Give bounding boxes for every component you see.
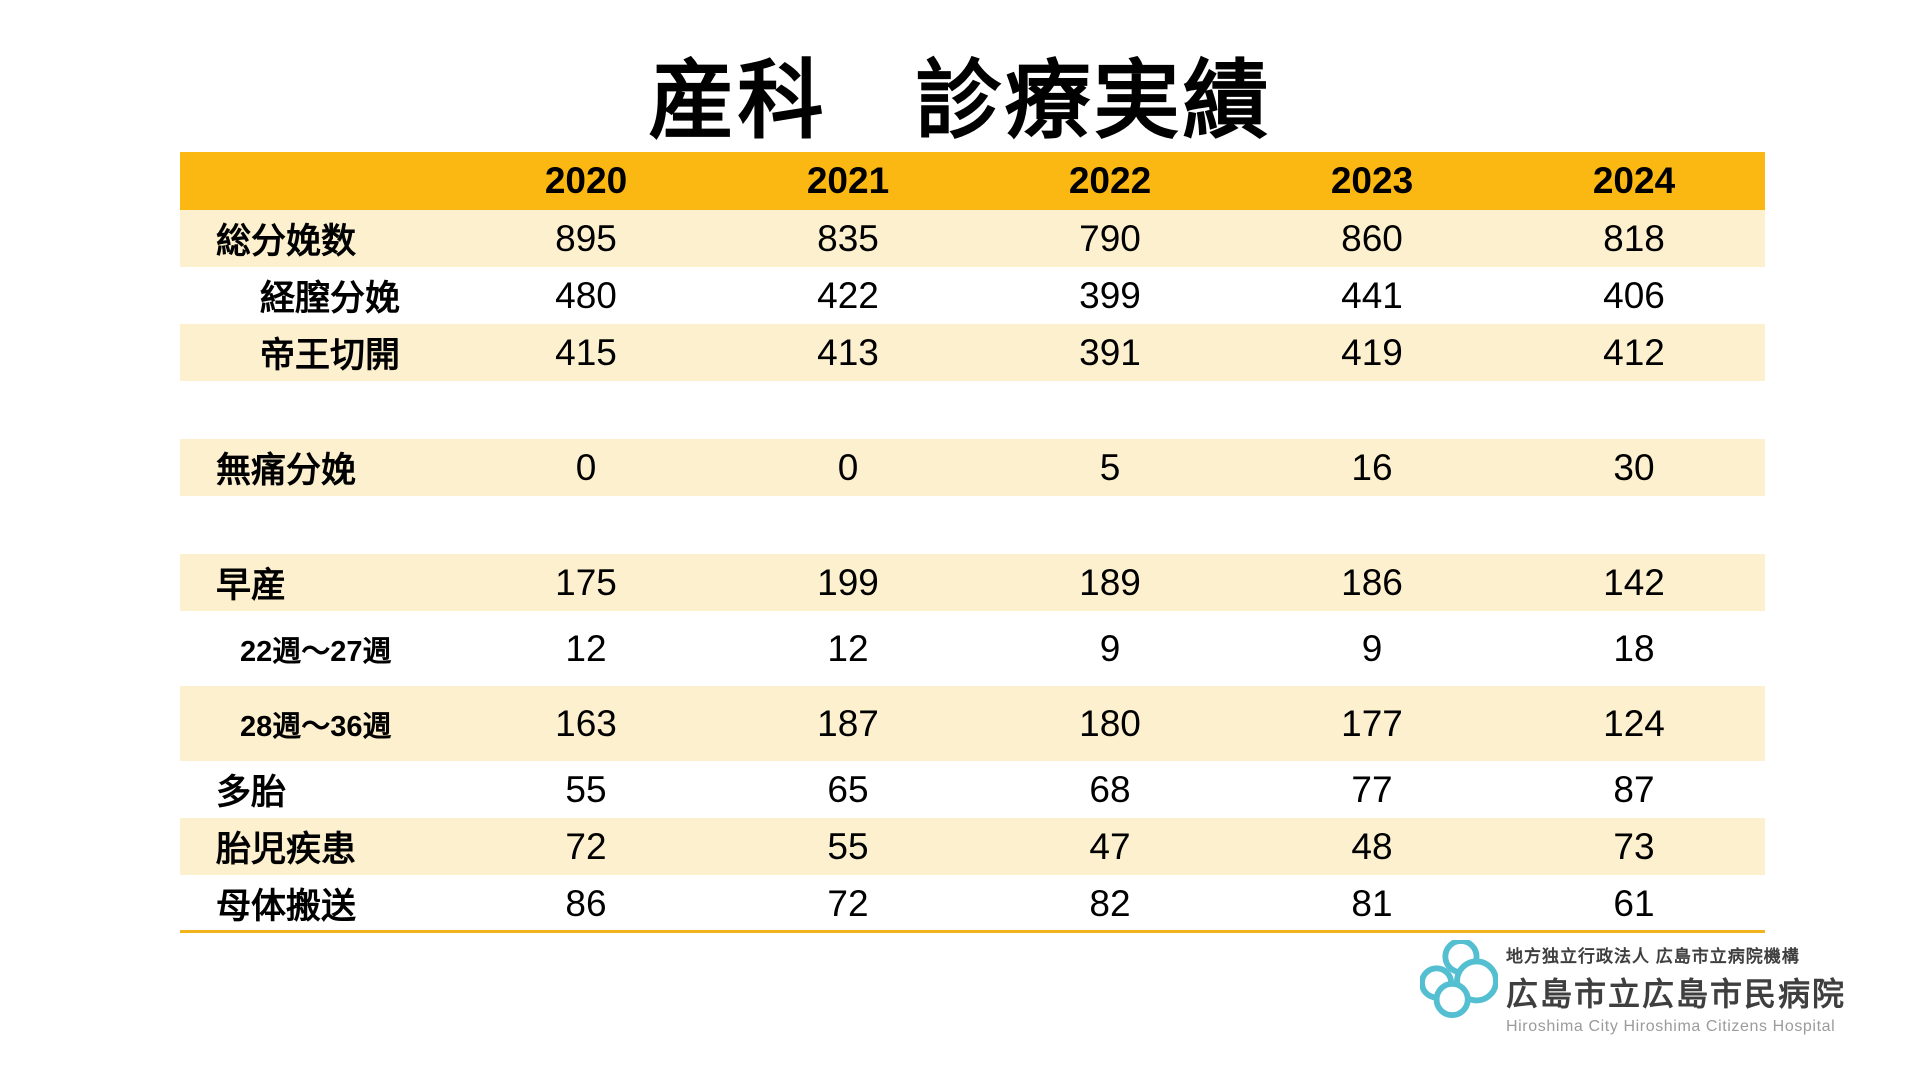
row-label: 無痛分娩 <box>216 451 357 490</box>
cell-value: 142 <box>1603 561 1665 603</box>
cell-value: 441 <box>1341 274 1403 316</box>
cell-value: 163 <box>555 702 617 744</box>
table-bottom-rule <box>180 930 1765 933</box>
cell-value: 180 <box>1079 702 1141 744</box>
row-label: 母体搬送 <box>216 887 357 926</box>
table-row: 経膣分娩 480 422 399 441 406 <box>180 267 1765 324</box>
row-label: 総分娩数 <box>216 222 357 261</box>
cell-value: 0 <box>575 446 597 488</box>
table-spacer-row <box>180 381 1765 439</box>
table-row: 早産 175 199 189 186 142 <box>180 554 1765 611</box>
table-row: 無痛分娩 0 0 5 16 30 <box>180 439 1765 496</box>
table-row: 母体搬送 86 72 82 81 61 <box>180 875 1765 932</box>
year-header: 2020 <box>544 160 628 201</box>
cell-value: 9 <box>1099 627 1121 669</box>
cell-value: 187 <box>817 702 879 744</box>
year-header: 2021 <box>806 160 890 201</box>
cell-value: 419 <box>1341 331 1403 373</box>
cell-value: 399 <box>1079 274 1141 316</box>
row-label: 胎児疾患 <box>216 830 357 869</box>
cell-value: 5 <box>1099 446 1121 488</box>
logo-hospital-name-en: Hiroshima City Hiroshima Citizens Hospit… <box>1506 1018 1836 1035</box>
cell-value: 818 <box>1603 217 1665 259</box>
cell-value: 189 <box>1079 561 1141 603</box>
cell-value: 72 <box>565 825 607 867</box>
cell-value: 835 <box>817 217 879 259</box>
hospital-logo-text: 地方独立行政法人 広島市立病院機構 広島市立広島市民病院 Hiroshima C… <box>1506 940 1846 1036</box>
cell-value: 87 <box>1613 768 1655 810</box>
cell-value: 12 <box>827 627 869 669</box>
table-row: 胎児疾患 72 55 47 48 73 <box>180 818 1765 875</box>
cell-value: 55 <box>827 825 869 867</box>
row-label: 経膣分娩 <box>260 279 401 318</box>
cell-value: 86 <box>565 882 607 924</box>
cell-value: 415 <box>555 331 617 373</box>
cell-value: 65 <box>827 768 869 810</box>
cell-value: 422 <box>817 274 879 316</box>
cell-value: 406 <box>1603 274 1665 316</box>
cell-value: 55 <box>565 768 607 810</box>
cell-value: 175 <box>555 561 617 603</box>
row-label: 多胎 <box>216 773 287 812</box>
logo-org-text: 地方独立行政法人 広島市立病院機構 <box>1506 947 1800 966</box>
table-header-row: 2020 2021 2022 2023 2024 <box>180 152 1765 210</box>
cell-value: 860 <box>1341 217 1403 259</box>
cell-value: 480 <box>555 274 617 316</box>
cell-value: 9 <box>1361 627 1383 669</box>
cell-value: 81 <box>1351 882 1393 924</box>
cell-value: 82 <box>1089 882 1131 924</box>
cell-value: 30 <box>1613 446 1655 488</box>
hospital-logo: 地方独立行政法人 広島市立病院機構 広島市立広島市民病院 Hiroshima C… <box>1420 940 1880 1035</box>
cell-value: 0 <box>837 446 859 488</box>
year-header: 2024 <box>1592 160 1676 201</box>
cell-value: 413 <box>817 331 879 373</box>
cell-value: 48 <box>1351 825 1393 867</box>
results-table: 2020 2021 2022 2023 2024 総分娩数 895 835 790 860 818 経… <box>180 152 1765 932</box>
cell-value: 72 <box>827 882 869 924</box>
row-label: 28週〜36週 <box>240 710 392 743</box>
logo-hospital-name: 広島市立広島市民病院 <box>1506 976 1847 1012</box>
cell-value: 77 <box>1351 768 1393 810</box>
cell-value: 47 <box>1089 825 1131 867</box>
table-row: 22週〜27週 12 12 9 9 18 <box>180 611 1765 686</box>
cell-value: 186 <box>1341 561 1403 603</box>
year-header: 2023 <box>1330 160 1414 201</box>
cell-value: 18 <box>1613 627 1655 669</box>
year-header: 2022 <box>1068 160 1152 201</box>
table-spacer-row <box>180 496 1765 554</box>
cell-value: 895 <box>555 217 617 259</box>
hospital-logo-mark-icon <box>1420 940 1498 1018</box>
page-title: 産科 診療実績 <box>648 53 1272 149</box>
table-row: 帝王切開 415 413 391 419 412 <box>180 324 1765 381</box>
row-label: 22週〜27週 <box>240 635 392 668</box>
table-row: 28週〜36週 163 187 180 177 124 <box>180 686 1765 761</box>
table-row: 多胎 55 65 68 77 87 <box>180 761 1765 818</box>
row-label: 早産 <box>216 566 287 605</box>
cell-value: 790 <box>1079 217 1141 259</box>
cell-value: 391 <box>1079 331 1141 373</box>
cell-value: 12 <box>565 627 607 669</box>
cell-value: 73 <box>1613 825 1655 867</box>
cell-value: 68 <box>1089 768 1131 810</box>
row-label: 帝王切開 <box>260 336 401 375</box>
table-row: 総分娩数 895 835 790 860 818 <box>180 210 1765 267</box>
cell-value: 124 <box>1603 702 1665 744</box>
cell-value: 16 <box>1351 446 1393 488</box>
cell-value: 177 <box>1341 702 1403 744</box>
cell-value: 61 <box>1613 882 1655 924</box>
cell-value: 412 <box>1603 331 1665 373</box>
cell-value: 199 <box>817 561 879 603</box>
